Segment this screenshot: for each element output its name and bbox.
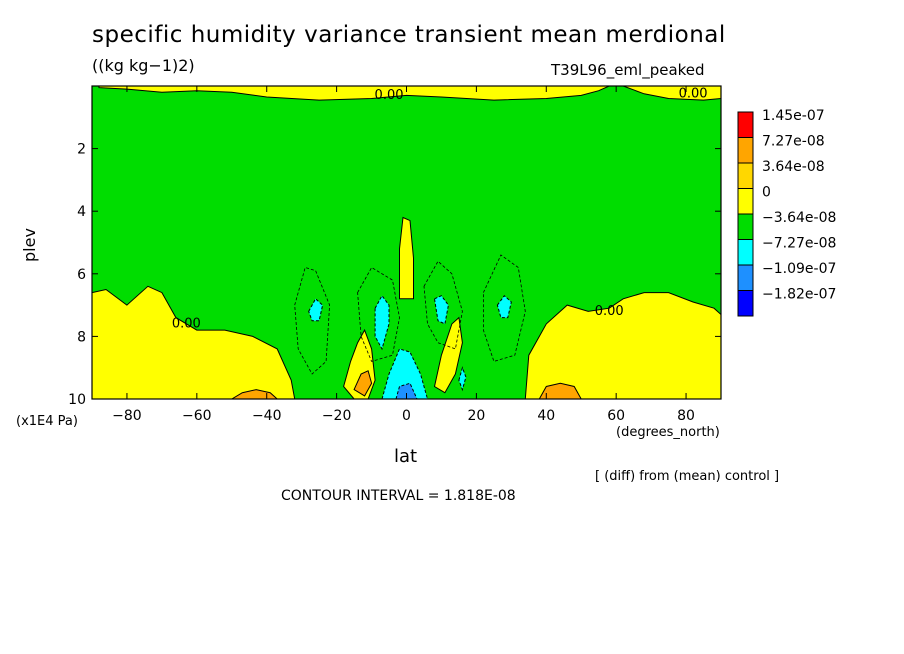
legend-swatch-2 xyxy=(737,162,754,189)
legend-swatch-4 xyxy=(737,213,754,240)
x-tick-label-5: 20 xyxy=(467,408,485,424)
legend-swatch-6 xyxy=(737,264,754,291)
contour-region-16 xyxy=(395,382,418,399)
legend-label-2: 3.64e-08 xyxy=(762,159,825,175)
x-tick-label-7: 60 xyxy=(607,408,625,424)
legend-label-5: −7.27e-08 xyxy=(762,236,836,252)
run-label: T39L96_eml_peaked xyxy=(551,61,705,79)
dashed-contour-1 xyxy=(357,266,400,362)
contour-region-7 xyxy=(230,389,278,399)
y-tick-label-4: 10 xyxy=(68,392,86,408)
legend-swatch-5 xyxy=(737,239,754,266)
contour-label-1: 0.00 xyxy=(679,86,708,101)
x-axis-label: lat xyxy=(394,446,418,467)
contour-region-13 xyxy=(496,294,512,319)
legend-label-6: −1.09e-07 xyxy=(762,261,836,277)
dashed-contour-2 xyxy=(423,260,463,350)
contour-region-9 xyxy=(353,370,373,397)
axes: −80 −60 −40 −20 0 20 40 60 80 2 4 6 8 10 xyxy=(68,85,722,424)
contour-region-3 xyxy=(524,292,721,399)
y-tick-label-2: 6 xyxy=(77,267,86,283)
y-scale-label: (x1E4 Pa) xyxy=(16,414,78,429)
legend-label-4: −3.64e-08 xyxy=(762,210,836,226)
contour-region-0 xyxy=(98,86,610,101)
contour-region-11 xyxy=(374,294,390,351)
contour-region-4 xyxy=(399,216,414,300)
dashed-contour-3 xyxy=(482,254,526,362)
legend: 1.45e-07 7.27e-08 3.64e-08 0 −3.64e-08 −7.27e… xyxy=(737,108,836,317)
legend-swatch-3 xyxy=(737,188,754,215)
plot-area: 0.00 0.00 0.00 0.00 xyxy=(92,86,721,399)
contour-region-8 xyxy=(538,382,582,399)
contour-region-12 xyxy=(433,295,449,325)
contour-label-0: 0.00 xyxy=(375,88,404,103)
y-tick-label-0: 2 xyxy=(77,142,86,158)
contour-regions xyxy=(92,86,721,399)
x-tick-label-0: −80 xyxy=(112,408,142,424)
contour-region-14 xyxy=(381,348,429,399)
x-tick-label-8: 80 xyxy=(677,408,695,424)
y-tick-label-1: 4 xyxy=(77,204,86,220)
x-unit-label: (degrees_north) xyxy=(616,425,720,440)
x-tick-label-3: −20 xyxy=(322,408,352,424)
contour-label-3: 0.00 xyxy=(595,304,624,319)
contour-region-10 xyxy=(308,298,324,322)
contour-region-6 xyxy=(433,316,463,394)
legend-label-7: −1.82e-07 xyxy=(762,287,836,303)
dashed-contour-0 xyxy=(294,266,331,375)
contour-label-2: 0.00 xyxy=(172,316,201,331)
y-tick-label-3: 8 xyxy=(77,329,86,345)
contour-interval: CONTOUR INTERVAL = 1.818E-08 xyxy=(281,488,516,504)
x-tick-label-2: −40 xyxy=(252,408,282,424)
legend-swatch-0 xyxy=(737,111,754,138)
x-tick-label-6: 40 xyxy=(537,408,555,424)
legend-label-3: 0 xyxy=(762,185,771,201)
legend-label-0: 1.45e-07 xyxy=(762,108,825,124)
chart-title: specific humidity variance transient mea… xyxy=(92,22,726,48)
chart-units: ((kg kg−1)2) xyxy=(92,56,195,75)
contour-region-1 xyxy=(623,86,721,101)
contour-region-2 xyxy=(92,285,296,399)
legend-swatch-7 xyxy=(737,290,754,317)
legend-label-1: 7.27e-08 xyxy=(762,134,825,150)
x-tick-label-1: −60 xyxy=(182,408,212,424)
x-tick-label-4: 0 xyxy=(402,408,411,424)
legend-swatch-1 xyxy=(737,137,754,164)
contour-region-15 xyxy=(458,366,467,392)
diff-note: [ (diff) from (mean) control ] xyxy=(595,469,780,484)
